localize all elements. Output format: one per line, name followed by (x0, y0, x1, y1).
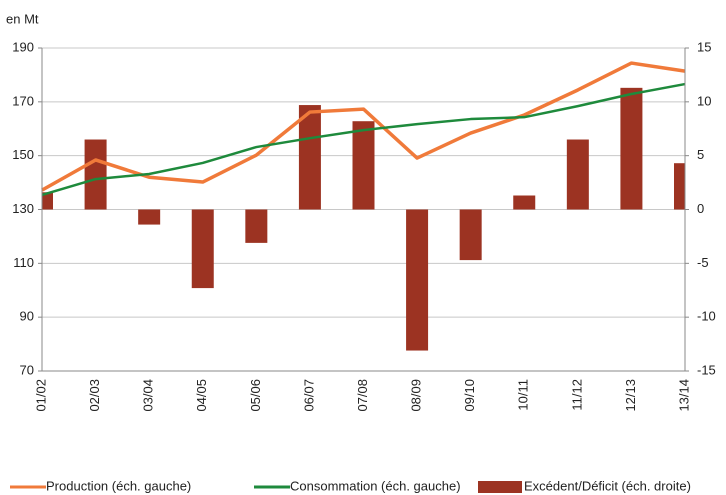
bar (459, 209, 482, 261)
y-tick-label: 90 (20, 309, 34, 324)
x-tick-label: 09/10 (462, 379, 477, 412)
line-series (41, 61, 686, 192)
y-tick-label: 150 (12, 147, 34, 162)
bar (674, 163, 685, 210)
bar (620, 87, 643, 210)
y-tick-label: 110 (13, 255, 34, 270)
bar (298, 105, 321, 210)
y-tick-label: 190 (12, 39, 34, 54)
bar (513, 195, 536, 210)
x-tick-label: 04/05 (194, 379, 209, 412)
bar (352, 121, 375, 210)
legend-label: Excédent/Déficit (éch. droite) (524, 478, 691, 493)
lines (41, 61, 686, 197)
x-tick-label: 02/03 (87, 379, 102, 412)
y2-tick-label: 5 (697, 147, 704, 162)
x-tick-label: 12/13 (623, 379, 638, 412)
bar (566, 139, 589, 210)
x-tick-label: 05/06 (248, 379, 263, 412)
y2-tick-label: 0 (697, 201, 704, 216)
x-tick-label: 06/07 (301, 379, 316, 412)
x-tick-label: 01/02 (33, 379, 48, 412)
bar (245, 209, 268, 243)
x-tick-label: 08/09 (409, 379, 424, 412)
bar (406, 209, 429, 351)
x-tick-label: 10/11 (516, 379, 531, 411)
y-tick-label: 70 (20, 362, 34, 377)
y2-tick-label: -10 (697, 309, 716, 324)
y-tick-label: 170 (12, 93, 34, 108)
x-tick-label: 07/08 (355, 379, 370, 412)
y2-tick-label: -15 (697, 362, 716, 377)
bar (191, 209, 214, 289)
y2-tick-label: 10 (697, 93, 711, 108)
bar (138, 209, 161, 225)
x-tick-label: 03/04 (141, 379, 156, 412)
legend-swatch (478, 481, 522, 493)
legend-label: Consommation (éch. gauche) (290, 478, 461, 493)
y2-tick-label: 15 (697, 39, 711, 54)
y-tick-label: 130 (12, 201, 34, 216)
unit-label: en Mt (6, 11, 39, 26)
line-series (41, 82, 686, 197)
axes: 70 90 110 130 150 170 190 -15 -10 -5 0 5 10 15 01/02 02… (12, 39, 716, 411)
legend-label: Production (éch. gauche) (46, 478, 191, 493)
y2-tick-label: -5 (697, 255, 709, 270)
bars (42, 87, 685, 351)
bar (42, 192, 53, 210)
x-tick-label: 11/12 (569, 379, 584, 411)
x-tick-label: 13/14 (676, 379, 691, 412)
bar (84, 139, 107, 210)
